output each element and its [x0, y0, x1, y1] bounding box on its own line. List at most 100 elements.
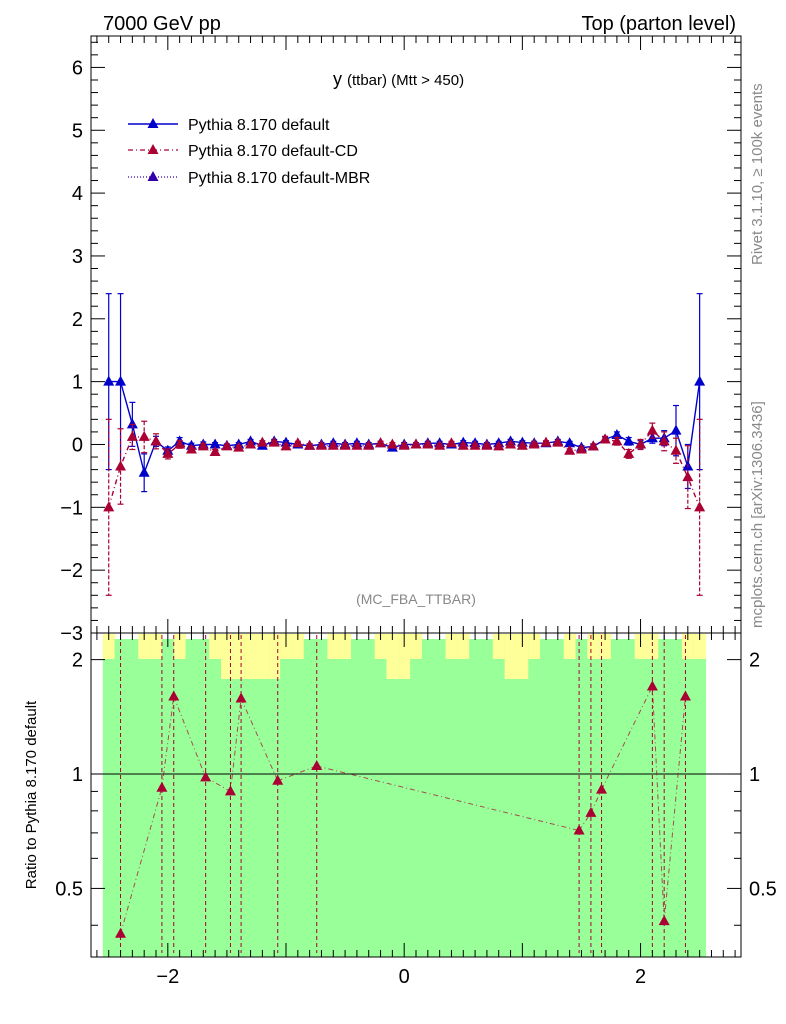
- ratio-band-green: [256, 639, 269, 957]
- ratio-series-line: [651, 686, 665, 922]
- ratio-ytick-label-right: 2: [749, 650, 760, 672]
- ratio-data-point: [646, 680, 658, 691]
- data-point: [505, 438, 517, 449]
- data-point: [126, 430, 138, 441]
- data-point: [516, 439, 528, 450]
- data-point: [658, 435, 670, 446]
- mcplots-label: mcplots.cern.ch [arXiv:1306.3436]: [749, 401, 766, 628]
- data-point: [564, 444, 576, 455]
- ratio-band-yellow: [457, 634, 470, 659]
- ratio-band-green: [551, 639, 565, 957]
- ratio-band-yellow: [150, 634, 163, 659]
- data-point: [552, 436, 564, 447]
- ratio-band-yellow: [209, 634, 222, 659]
- ratio-band-yellow: [138, 634, 151, 659]
- data-point: [233, 441, 245, 452]
- ratio-series-line: [161, 696, 175, 788]
- ratio-band-green: [197, 639, 210, 957]
- ratio-ytick-label-left: 2: [72, 650, 83, 672]
- ratio-band-yellow: [599, 634, 612, 659]
- ratio-band-green: [622, 639, 636, 957]
- ratio-band-yellow: [221, 634, 234, 679]
- ratio-band-yellow: [374, 634, 387, 659]
- legend-entry-mbr: Pythia 8.170 default-MBR: [128, 170, 370, 187]
- data-point: [103, 375, 115, 386]
- main-ytick-label: −2: [60, 560, 83, 582]
- ratio-ytick-label-left: 0.5: [55, 878, 83, 900]
- ratio-series-line: [578, 812, 592, 831]
- data-point: [126, 418, 138, 429]
- ratio-band-green: [209, 639, 222, 957]
- ratio-band-yellow: [563, 634, 577, 659]
- ratio-band-green: [161, 639, 175, 957]
- ratio-band-green: [173, 639, 187, 957]
- legend-marker-default: [147, 118, 159, 128]
- data-point: [481, 439, 493, 450]
- ratio-band-green: [540, 639, 553, 957]
- data-point: [115, 460, 127, 471]
- data-point: [304, 439, 316, 450]
- legend-entry-default: Pythia 8.170 default: [128, 117, 330, 134]
- ratio-data-point: [235, 692, 247, 703]
- rivet-label: Rivet 3.1.10, ≥ 100k events: [749, 83, 766, 265]
- data-point: [256, 436, 268, 447]
- ratio-band-green: [445, 639, 458, 957]
- main-ytick-label: 5: [72, 120, 83, 142]
- data-point: [599, 433, 611, 444]
- data-point: [410, 438, 422, 449]
- legend-label-default: Pythia 8.170 default: [188, 117, 330, 134]
- header-left: 7000 GeV pp: [103, 13, 221, 35]
- watermark: (MC_FBA_TTBAR): [356, 591, 476, 607]
- ratio-series-line: [277, 765, 317, 782]
- data-point: [445, 437, 457, 448]
- ratio-data-point: [573, 824, 585, 835]
- ratio-uncertainty-bands: [102, 634, 707, 957]
- ratio-band-yellow: [410, 634, 423, 659]
- legend: Pythia 8.170 default Pythia 8.170 defaul…: [128, 117, 370, 187]
- ratio-band-green: [410, 639, 423, 957]
- data-point: [327, 439, 339, 450]
- ratio-series-line: [229, 698, 242, 792]
- data-point: [292, 437, 304, 448]
- data-point: [363, 439, 375, 450]
- ratio-band-green: [150, 639, 163, 957]
- data-point: [635, 438, 647, 449]
- ratio-band-green: [398, 639, 411, 957]
- ratio-series-line: [316, 765, 580, 832]
- ratio-band-green: [516, 639, 529, 957]
- ratio-band-green: [575, 639, 588, 957]
- legend-label-mbr: Pythia 8.170 default-MBR: [188, 170, 370, 187]
- data-point: [185, 443, 197, 454]
- ratio-band-green: [693, 639, 707, 957]
- data-point: [138, 430, 150, 441]
- data-point: [528, 438, 540, 449]
- main-series-layer: [103, 293, 706, 596]
- plot-title-main: y: [333, 69, 342, 89]
- ratio-band-green: [611, 639, 624, 957]
- ratio-band-yellow: [693, 634, 707, 659]
- plot-title-sub: (ttbar) (Mtt > 450): [347, 72, 464, 89]
- ratio-band-green: [386, 639, 399, 957]
- data-point: [339, 439, 351, 450]
- ratio-band-green: [351, 639, 364, 957]
- data-point: [386, 438, 398, 449]
- legend-marker-cd: [147, 144, 159, 154]
- ratio-series-layer: [115, 635, 691, 953]
- ratio-band-yellow: [646, 634, 659, 659]
- ratio-band-yellow: [504, 634, 517, 679]
- data-point: [398, 439, 410, 450]
- ratio-band-green: [102, 639, 116, 957]
- ratio-band-green: [291, 639, 305, 957]
- main-ytick-label: 2: [72, 309, 83, 331]
- ratio-band-green: [587, 639, 600, 957]
- data-point: [646, 424, 658, 435]
- data-point: [575, 443, 587, 454]
- data-point: [694, 375, 706, 386]
- data-point: [540, 436, 552, 447]
- ratio-band-yellow: [492, 634, 506, 659]
- main-ytick-label: −1: [60, 497, 83, 519]
- ratio-band-green: [492, 639, 506, 957]
- data-point: [209, 446, 221, 457]
- data-point: [174, 438, 186, 449]
- ratio-band-green: [481, 639, 494, 957]
